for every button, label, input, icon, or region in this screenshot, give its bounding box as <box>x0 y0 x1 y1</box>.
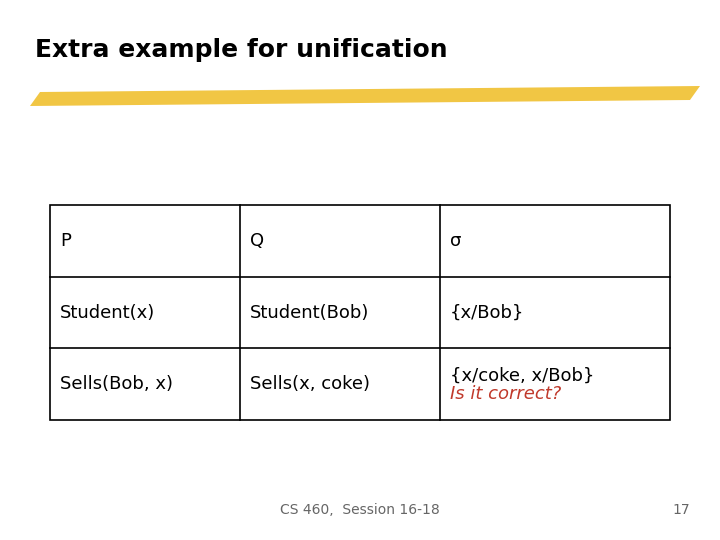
Text: Sells(x, coke): Sells(x, coke) <box>250 375 370 393</box>
Text: {x/Bob}: {x/Bob} <box>450 303 524 321</box>
Text: Sells(Bob, x): Sells(Bob, x) <box>60 375 173 393</box>
Text: {x/coke, x/Bob}: {x/coke, x/Bob} <box>450 367 595 385</box>
Text: Q: Q <box>250 232 264 250</box>
Text: Student(x): Student(x) <box>60 303 156 321</box>
Text: Is it correct?: Is it correct? <box>450 385 562 403</box>
Text: 17: 17 <box>672 503 690 517</box>
Bar <box>50 205 670 420</box>
Text: Extra example for unification: Extra example for unification <box>35 38 448 62</box>
Text: σ: σ <box>450 232 462 250</box>
Text: Student(Bob): Student(Bob) <box>250 303 369 321</box>
Polygon shape <box>30 86 700 106</box>
Text: P: P <box>60 232 71 250</box>
Text: CS 460,  Session 16-18: CS 460, Session 16-18 <box>280 503 440 517</box>
